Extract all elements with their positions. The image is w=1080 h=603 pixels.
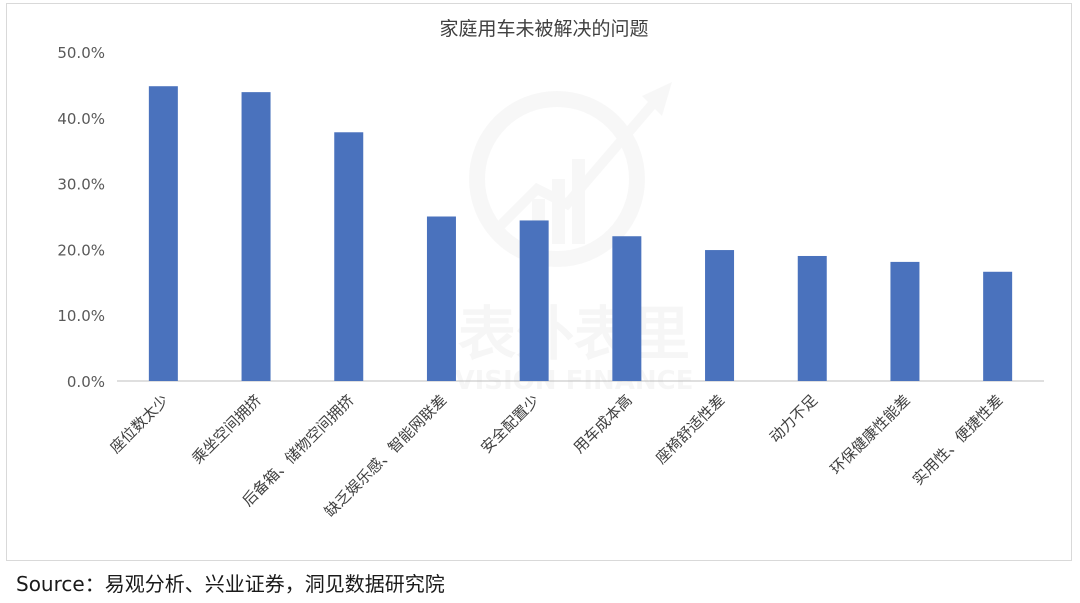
bar	[519, 220, 549, 381]
chart-frame: 表外表里 VISION FINANCE 家庭用车未被解决的问题 0.0% 10.0…	[6, 3, 1072, 561]
x-tick-label: 实用性、便捷性差	[909, 391, 1007, 489]
x-tick-label: 环保健康性能差	[827, 391, 914, 478]
bars-group	[148, 86, 1013, 381]
chart-title: 家庭用车未被解决的问题	[439, 18, 648, 40]
watermark-cn: 表外表里	[458, 300, 690, 368]
y-tick-label: 0.0%	[67, 373, 105, 391]
y-tick-label: 50.0%	[57, 44, 105, 62]
bar	[983, 271, 1013, 381]
bar	[890, 261, 920, 381]
y-tick-label: 30.0%	[57, 176, 105, 194]
bar	[334, 132, 364, 381]
y-tick-label: 20.0%	[57, 241, 105, 259]
source-note: Source：易观分析、兴业证券，洞见数据研究院	[16, 572, 445, 596]
bar	[705, 250, 735, 381]
y-axis: 0.0% 10.0% 20.0% 30.0% 40.0% 50.0%	[57, 44, 105, 391]
x-tick-label: 安全配置少	[477, 391, 543, 457]
watermark-logo: 表外表里 VISION FINANCE	[454, 82, 694, 396]
y-tick-label: 10.0%	[57, 307, 105, 325]
bar	[612, 236, 642, 381]
x-tick-label: 座位数太少	[106, 391, 172, 457]
bar	[426, 216, 456, 381]
x-tick-label: 乘坐空间拥挤	[188, 391, 264, 467]
y-tick-label: 40.0%	[57, 110, 105, 128]
x-tick-label: 座椅舒适性差	[652, 391, 728, 467]
bar	[148, 86, 178, 381]
bar-chart: 表外表里 VISION FINANCE 家庭用车未被解决的问题 0.0% 10.0…	[57, 18, 1044, 521]
bar	[241, 92, 271, 381]
x-tick-label: 动力不足	[766, 391, 821, 446]
x-tick-label: 用车成本高	[570, 391, 636, 457]
bar	[797, 255, 827, 381]
